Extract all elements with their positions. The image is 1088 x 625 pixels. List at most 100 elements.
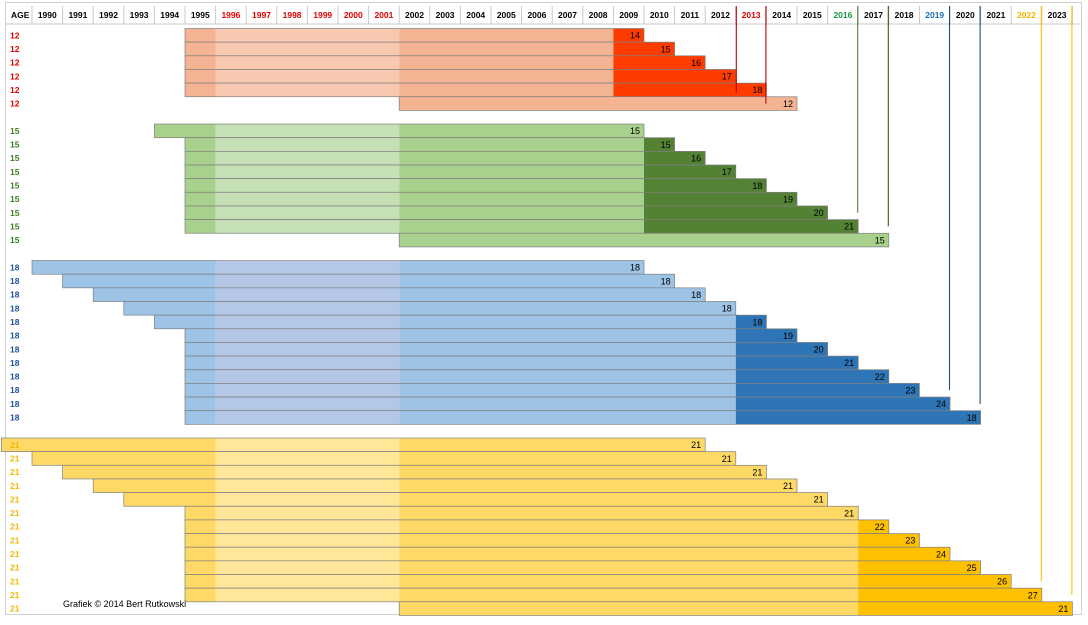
- bar-value-label: 24: [936, 549, 946, 559]
- bar-value-label: 27: [1028, 590, 1038, 600]
- bar-segment: [399, 383, 736, 398]
- year-header-1999: 1999: [313, 10, 332, 20]
- bar-value-label: 12: [783, 99, 793, 109]
- bar-segment: [215, 560, 400, 575]
- bar-segment: [399, 260, 644, 275]
- bar-segment: [32, 451, 216, 466]
- year-header-2011: 2011: [681, 10, 700, 20]
- age-label: 18: [10, 399, 20, 409]
- age-label: 21: [10, 549, 20, 559]
- bar-segment: [123, 492, 216, 507]
- bar-segment: [185, 506, 216, 520]
- year-header-2015: 2015: [803, 10, 822, 20]
- age-label: 18: [10, 331, 20, 341]
- bar-segment: [215, 69, 400, 84]
- marker-lines-layer: [735, 6, 1073, 595]
- bar-outline: [398, 96, 798, 111]
- bar-value-label: 16: [691, 58, 701, 68]
- bar-value-label: 14: [630, 31, 640, 41]
- bar-value-label: 15: [875, 235, 885, 245]
- bar-segment: [858, 519, 889, 534]
- age-label: 15: [10, 208, 20, 218]
- bar-value-label: 18: [752, 181, 762, 191]
- bar-segment: [858, 560, 981, 575]
- bar-segment: [399, 124, 644, 138]
- age-label: 15: [10, 167, 20, 177]
- bar-segment: [185, 192, 216, 206]
- bar-segment: [215, 260, 400, 275]
- year-header-1998: 1998: [283, 10, 302, 20]
- bar-segment: [399, 28, 614, 43]
- bar-segment: [62, 274, 216, 288]
- bar-segment: [399, 151, 644, 165]
- bar-segment: [735, 383, 920, 398]
- bar-segment: [185, 533, 216, 548]
- bar-segment: [215, 588, 400, 602]
- bar-segment: [154, 124, 216, 138]
- year-header-2004: 2004: [466, 10, 485, 20]
- age-column: 12 12 12 12 12 12 15 15 15 15 15 15 15 15 15 18 18 18 18 18…: [10, 30, 20, 613]
- bar-segment: [858, 547, 950, 561]
- bar-value-label: 21: [783, 481, 793, 491]
- bar-segment: [399, 560, 859, 575]
- bar-segment: [93, 478, 216, 493]
- bar-segment: [858, 601, 1073, 616]
- bar-segment: [185, 328, 216, 343]
- bar-segment: [185, 55, 216, 70]
- age-label: 21: [10, 453, 20, 463]
- age-label: 18: [10, 317, 20, 327]
- year-header-2020: 2020: [956, 10, 975, 20]
- bar-segment: [399, 519, 859, 534]
- age-label: 18: [10, 303, 20, 313]
- bar-segment: [399, 356, 736, 370]
- bar-segment: [215, 83, 400, 97]
- header-row: AGE 1990 1991 1992 1993 1994 1995 1996 1997 1998…: [11, 10, 1067, 20]
- bar-value-label: 16: [691, 153, 701, 163]
- bar-segment: [399, 342, 736, 357]
- bar-segment: [644, 137, 675, 152]
- bar-segment: [644, 151, 706, 165]
- bar-segment: [399, 96, 797, 111]
- bar-value-label: 21: [722, 454, 732, 464]
- bar-segment: [215, 192, 400, 206]
- year-header-2023: 2023: [1048, 10, 1067, 20]
- bar-value-label: 18: [691, 290, 701, 300]
- bar-segment: [185, 560, 216, 575]
- bar-segment: [399, 601, 859, 616]
- bar-outline: [184, 410, 981, 425]
- bar-segment: [215, 342, 400, 357]
- bar-segment: [858, 588, 1042, 602]
- year-header-1993: 1993: [130, 10, 149, 20]
- age-label: 18: [10, 290, 20, 300]
- bar-segment: [185, 397, 216, 411]
- bars-layer: 14 15 16 17 18 12 15 15 16 17 18 19 20 21 15 18 18 18 18 18…: [1, 28, 1073, 616]
- year-header-1991: 1991: [68, 10, 87, 20]
- bar-segment: [215, 547, 400, 561]
- bar-segment: [215, 124, 400, 138]
- bar-segment: [185, 410, 216, 425]
- year-header-2022: 2022: [1017, 10, 1036, 20]
- age-label: 15: [10, 140, 20, 150]
- age-label: 12: [10, 30, 20, 40]
- bar-segment: [215, 301, 400, 316]
- year-header-2021: 2021: [986, 10, 1005, 20]
- age-label: 21: [10, 508, 20, 518]
- bar-segment: [613, 69, 736, 84]
- age-label: 15: [10, 180, 20, 190]
- bar-segment: [215, 287, 400, 302]
- age-label: 21: [10, 576, 20, 586]
- bar-segment: [185, 83, 216, 97]
- age-label: 18: [10, 276, 20, 286]
- bar-segment: [399, 369, 736, 384]
- bar-segment: [735, 397, 950, 411]
- bar-segment: [399, 301, 736, 316]
- bar-segment: [399, 533, 859, 548]
- age-label: 21: [10, 604, 20, 614]
- bar-segment: [735, 315, 767, 329]
- age-label: 18: [10, 385, 20, 395]
- bar-segment: [399, 83, 614, 97]
- bar-value-label: 22: [875, 522, 885, 532]
- bar-segment: [399, 137, 644, 152]
- bar-value-label: 21: [752, 467, 762, 477]
